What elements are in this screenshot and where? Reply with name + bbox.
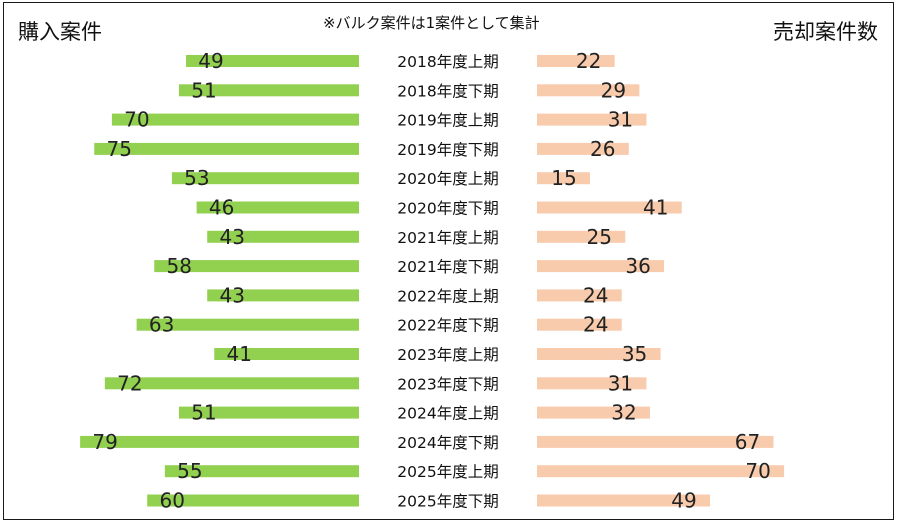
sale-bar bbox=[537, 348, 661, 360]
sale-bar bbox=[537, 172, 590, 185]
purchase-value-label: 63 bbox=[149, 313, 174, 337]
sale-bar bbox=[537, 55, 615, 67]
purchase-value-label: 51 bbox=[191, 78, 216, 102]
purchase-bar bbox=[178, 84, 359, 97]
purchase-bar bbox=[111, 113, 360, 126]
category-label: 2020年度上期 bbox=[397, 170, 498, 188]
sale-value-label: 31 bbox=[608, 108, 633, 132]
purchase-bar bbox=[154, 260, 359, 273]
purchase-value-label: 43 bbox=[219, 225, 244, 249]
purchase-value-label: 72 bbox=[117, 371, 142, 395]
sale-bar bbox=[537, 318, 622, 331]
purchase-value-label: 79 bbox=[92, 430, 117, 454]
chart-note: ※バルク案件は1案件として集計 bbox=[323, 14, 540, 32]
purchase-bar bbox=[186, 55, 359, 67]
purchase-bar bbox=[178, 406, 359, 419]
sale-bar bbox=[537, 201, 682, 214]
sale-bar bbox=[537, 406, 650, 419]
sale-bar bbox=[537, 494, 710, 507]
sale-value-label: 49 bbox=[671, 489, 696, 513]
category-label: 2019年度上期 bbox=[397, 112, 498, 130]
purchase-bar bbox=[80, 435, 359, 448]
purchase-value-label: 75 bbox=[107, 137, 132, 161]
sale-bar bbox=[537, 289, 622, 302]
category-label: 2020年度下期 bbox=[397, 200, 498, 218]
sale-value-label: 15 bbox=[551, 166, 576, 190]
purchase-bar bbox=[104, 377, 359, 390]
sale-bar bbox=[537, 377, 647, 390]
sale-bar bbox=[537, 84, 640, 97]
sale-value-label: 31 bbox=[608, 371, 633, 395]
purchase-bar bbox=[164, 465, 359, 478]
category-label: 2025年度上期 bbox=[397, 463, 498, 481]
category-label: 2024年度下期 bbox=[397, 434, 498, 452]
category-label: 2023年度上期 bbox=[397, 346, 498, 364]
purchase-value-label: 70 bbox=[124, 108, 149, 132]
sale-bar bbox=[537, 260, 665, 273]
category-label: 2022年度上期 bbox=[397, 287, 498, 305]
sale-value-label: 24 bbox=[583, 283, 608, 307]
purchase-value-label: 43 bbox=[219, 283, 244, 307]
purchase-bar bbox=[94, 142, 359, 155]
sale-value-label: 32 bbox=[611, 401, 636, 425]
purchase-value-label: 53 bbox=[184, 166, 209, 190]
category-label: 2023年度下期 bbox=[397, 375, 498, 393]
sale-bar bbox=[537, 230, 626, 243]
sale-bar bbox=[537, 465, 785, 478]
category-label: 2024年度上期 bbox=[397, 405, 498, 423]
chart-frame bbox=[3, 2, 894, 520]
sale-value-label: 35 bbox=[622, 342, 647, 366]
sale-value-label: 29 bbox=[601, 78, 626, 102]
purchase-bar bbox=[196, 201, 359, 214]
purchase-bar bbox=[207, 230, 359, 243]
purchase-bar bbox=[214, 348, 359, 360]
sale-value-label: 26 bbox=[590, 137, 615, 161]
right-series-title: 売却案件数 bbox=[773, 20, 878, 44]
sale-value-label: 41 bbox=[643, 196, 668, 220]
category-label: 2021年度上期 bbox=[397, 229, 498, 247]
purchase-bar bbox=[171, 172, 359, 185]
category-label: 2018年度上期 bbox=[397, 53, 498, 71]
sale-bar bbox=[537, 142, 629, 155]
category-label: 2022年度下期 bbox=[397, 317, 498, 335]
sale-value-label: 24 bbox=[583, 313, 608, 337]
purchase-bar bbox=[136, 318, 359, 331]
left-series-title: 購入案件 bbox=[18, 20, 102, 44]
category-label: 2021年度下期 bbox=[397, 258, 498, 276]
purchase-value-label: 46 bbox=[209, 196, 234, 220]
purchase-value-label: 51 bbox=[191, 401, 216, 425]
purchase-bar bbox=[147, 494, 359, 507]
category-label: 2018年度下期 bbox=[397, 82, 498, 100]
sale-value-label: 67 bbox=[735, 430, 760, 454]
purchase-value-label: 49 bbox=[198, 49, 223, 73]
purchase-bar bbox=[207, 289, 359, 302]
sale-value-label: 70 bbox=[745, 459, 770, 483]
category-label: 2025年度下期 bbox=[397, 493, 498, 511]
sale-bar bbox=[537, 435, 774, 448]
sale-value-label: 22 bbox=[576, 49, 601, 73]
category-label: 2019年度下期 bbox=[397, 141, 498, 159]
purchase-value-label: 60 bbox=[159, 489, 184, 513]
sale-bar bbox=[537, 113, 647, 126]
purchase-value-label: 58 bbox=[167, 254, 192, 278]
purchase-value-label: 41 bbox=[227, 342, 252, 366]
sale-value-label: 36 bbox=[625, 254, 650, 278]
purchase-value-label: 55 bbox=[177, 459, 202, 483]
sale-value-label: 25 bbox=[587, 225, 612, 249]
